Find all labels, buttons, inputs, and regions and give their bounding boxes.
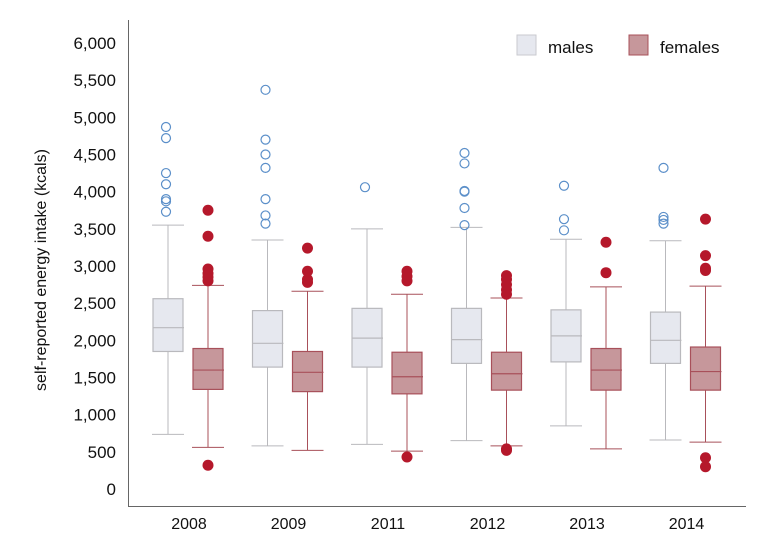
iqr-box: [490, 351, 523, 391]
outlier-point: [202, 263, 214, 275]
outlier-point: [302, 273, 313, 285]
outlier-point: [558, 180, 570, 191]
outlier-point: [501, 443, 512, 455]
outlier-point: [160, 167, 172, 179]
y-tick-label: 4,500: [73, 146, 116, 165]
outlier-point: [459, 202, 470, 214]
iqr-box: [450, 307, 483, 364]
y-tick-label: 5,000: [73, 108, 116, 127]
outlier-point: [401, 451, 413, 463]
outlier-point: [401, 265, 413, 277]
y-tick-label: 2,000: [73, 331, 116, 350]
outlier-point: [658, 218, 669, 229]
iqr-box: [689, 346, 722, 391]
outlier-point: [260, 218, 271, 229]
outlier-point: [260, 210, 271, 221]
outlier-point: [558, 225, 570, 236]
outlier-point: [160, 206, 172, 217]
males-box-2012: [450, 147, 483, 442]
iqr-box: [590, 347, 622, 391]
outlier-point: [302, 265, 313, 277]
outlier-point: [260, 194, 271, 205]
outlier-point: [700, 250, 711, 262]
outlier-point: [160, 179, 172, 190]
legend-swatch-females: [628, 34, 649, 56]
y-tick-label: 500: [88, 443, 116, 462]
females-box-2011: [391, 265, 423, 463]
males-box-2013: [550, 180, 582, 427]
outlier-point: [459, 220, 470, 231]
x-tick-label: 2008: [171, 516, 207, 533]
outlier-point: [160, 196, 172, 207]
outlier-point: [260, 84, 271, 95]
females-box-2012: [490, 270, 523, 456]
males-box-2011: [351, 182, 383, 445]
females-box-2014: [689, 213, 722, 473]
y-tick-label: 5,500: [73, 71, 116, 90]
legend-label-males: males: [548, 38, 593, 57]
males-box-2009: [251, 84, 284, 447]
x-tick-label: 2011: [371, 516, 406, 533]
y-tick-label: 2,500: [73, 294, 116, 313]
outlier-point: [700, 452, 711, 464]
outlier-point: [202, 459, 214, 471]
outlier-point: [700, 461, 711, 473]
iqr-box: [649, 311, 682, 364]
outlier-point: [260, 134, 271, 145]
boxes: [152, 84, 722, 473]
males-box-2008: [152, 121, 184, 435]
x-tick-label: 2014: [669, 516, 705, 533]
outlier-point: [459, 158, 470, 169]
outlier-point: [700, 262, 711, 274]
females-box-2013: [590, 236, 622, 450]
y-tick-label: 1,000: [73, 406, 116, 425]
x-tick-label: 2013: [569, 516, 605, 533]
outlier-point: [600, 236, 612, 248]
iqr-box: [192, 347, 224, 390]
outlier-point: [260, 162, 271, 173]
outlier-point: [459, 147, 470, 159]
y-tick-label: 0: [107, 480, 116, 499]
legend-label-females: females: [660, 38, 720, 57]
legend: males females: [516, 34, 720, 57]
females-box-2009: [291, 242, 324, 451]
outlier-point: [160, 121, 172, 133]
y-axis-title: self-reported energy intake (kcals): [33, 149, 50, 391]
outlier-point: [658, 211, 669, 223]
y-tick-label: 4,000: [73, 183, 116, 202]
x-tick-label: 2012: [470, 516, 506, 533]
y-tick-label: 3,000: [73, 257, 116, 276]
males-box-2014: [649, 162, 682, 441]
y-tick-label: 6,000: [73, 34, 116, 53]
iqr-box: [152, 298, 184, 353]
y-tick-label: 3,500: [73, 220, 116, 239]
outlier-point: [359, 182, 371, 193]
outlier-point: [160, 194, 172, 205]
iqr-box: [251, 310, 284, 368]
y-tick-label: 1,500: [73, 369, 116, 388]
iqr-box: [391, 351, 423, 395]
iqr-box: [291, 350, 324, 393]
x-tick-label: 2009: [271, 516, 307, 533]
outlier-point: [302, 242, 313, 254]
outlier-point: [459, 185, 470, 197]
outlier-point: [160, 133, 172, 144]
outlier-point: [501, 270, 512, 282]
y-axis-ticks: 0 500 1,000 1,500 2,000 2,500 3,000 3,500 4,000 4…: [73, 34, 116, 499]
outlier-point: [658, 162, 669, 173]
females-box-2008: [192, 204, 224, 471]
outlier-point: [700, 213, 711, 225]
outlier-point: [658, 214, 669, 226]
outlier-point: [600, 267, 612, 279]
legend-swatch-males: [516, 34, 537, 56]
outlier-point: [260, 149, 271, 160]
outlier-point: [558, 214, 570, 225]
outlier-point: [202, 230, 214, 242]
x-axis-ticks: 2008 2009 2011 2012 2013 2014: [171, 516, 704, 533]
outlier-point: [202, 204, 214, 216]
